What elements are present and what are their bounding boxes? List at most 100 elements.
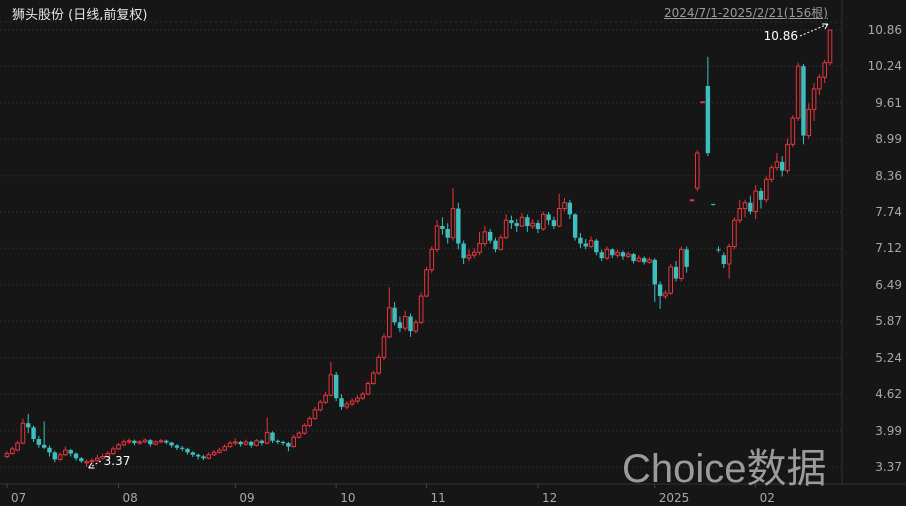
candle-body	[52, 452, 57, 460]
candle-body	[63, 449, 68, 456]
candle-body	[471, 251, 477, 256]
candle-body	[604, 248, 610, 259]
y-tick-label: 10.24	[868, 59, 902, 73]
max-arrow-head	[822, 23, 829, 30]
candle-body	[408, 316, 413, 332]
candle-body	[89, 460, 95, 463]
candle-body	[259, 440, 265, 444]
candle-body	[392, 307, 397, 323]
candle-body	[84, 461, 89, 464]
candle-body	[679, 248, 684, 280]
candle-body	[758, 191, 764, 200]
candle-body	[763, 178, 769, 201]
candle-body	[4, 453, 10, 457]
candle-body	[716, 249, 721, 251]
candle-body	[551, 220, 557, 227]
candle-body	[270, 432, 275, 441]
candle-body	[509, 220, 514, 224]
candle-body	[302, 425, 307, 434]
candle-body	[286, 443, 291, 447]
candle-body	[424, 269, 429, 297]
candle-body	[132, 440, 137, 444]
candle-body	[668, 266, 674, 294]
candle-body	[657, 284, 663, 297]
candle-body	[487, 231, 493, 241]
candle-body	[376, 356, 381, 374]
candle-body	[148, 440, 153, 445]
candle-body	[647, 259, 652, 263]
candle-body	[445, 228, 450, 238]
candle-body	[116, 444, 121, 450]
x-tick-label: 11	[430, 491, 445, 505]
x-tick-label: 08	[123, 491, 138, 505]
min-arrow	[88, 459, 103, 469]
candle-body	[456, 208, 461, 244]
candle-body	[498, 237, 504, 250]
candle-body	[195, 454, 201, 457]
candle-body	[110, 448, 116, 455]
candle-body	[41, 444, 47, 448]
y-tick-label: 5.87	[875, 314, 902, 328]
candle-body	[726, 245, 732, 265]
candle-body	[339, 398, 344, 407]
candle-body	[211, 451, 217, 456]
candle-body	[477, 243, 482, 253]
date-range-link[interactable]: 2024/7/1-2025/2/21(156根)	[663, 6, 828, 20]
candle-body	[806, 108, 812, 137]
x-tick-label: 07	[11, 491, 26, 505]
candle-body	[519, 216, 525, 227]
candle-body	[827, 29, 833, 64]
y-tick-label: 7.74	[875, 205, 902, 219]
candle-body	[790, 117, 796, 145]
candle-body	[567, 202, 573, 215]
candle-body	[334, 374, 339, 399]
candle-body	[753, 190, 758, 212]
candle-body	[158, 440, 164, 443]
candle-body	[31, 427, 36, 439]
candle-body	[615, 251, 620, 256]
chart-title: 狮头股份 (日线,前复权)	[12, 8, 148, 23]
candle-body	[583, 243, 588, 247]
x-tick-label: 09	[239, 491, 254, 505]
candle-body	[540, 213, 546, 230]
candle-body	[572, 214, 578, 238]
candle-body	[296, 432, 302, 438]
candle-body	[822, 62, 827, 78]
candle-body	[328, 374, 334, 396]
candle-body	[317, 401, 323, 411]
candle-body	[249, 441, 254, 446]
candle-body	[578, 237, 583, 244]
candle-body	[684, 249, 689, 267]
candle-body	[190, 452, 196, 455]
candle-body	[737, 208, 743, 221]
candle-body	[174, 445, 180, 448]
candle-body	[641, 258, 647, 263]
candle-body	[721, 255, 727, 264]
candle-body	[217, 449, 222, 453]
candle-body	[525, 217, 530, 227]
candle-body	[811, 88, 817, 110]
candle-body	[227, 442, 233, 448]
candle-body	[742, 202, 748, 210]
candle-body	[530, 222, 535, 227]
min-label: 3.37	[104, 454, 131, 468]
candle-body	[381, 336, 387, 358]
candle-body	[20, 422, 26, 444]
candle-body	[748, 202, 753, 212]
candle-body	[26, 423, 31, 428]
y-tick-label: 6.49	[875, 278, 902, 292]
candle-body	[418, 295, 424, 323]
candle-body	[705, 86, 711, 154]
candle-body	[323, 394, 328, 403]
candle-body	[307, 418, 312, 427]
candle-body	[291, 436, 297, 448]
candle-body	[121, 441, 127, 446]
candle-body	[254, 440, 259, 446]
candle-body	[663, 292, 668, 297]
candle-body	[105, 453, 111, 457]
candle-body	[397, 322, 403, 329]
candle-body	[264, 432, 270, 444]
candle-body	[673, 266, 679, 279]
candle-body	[349, 400, 355, 405]
